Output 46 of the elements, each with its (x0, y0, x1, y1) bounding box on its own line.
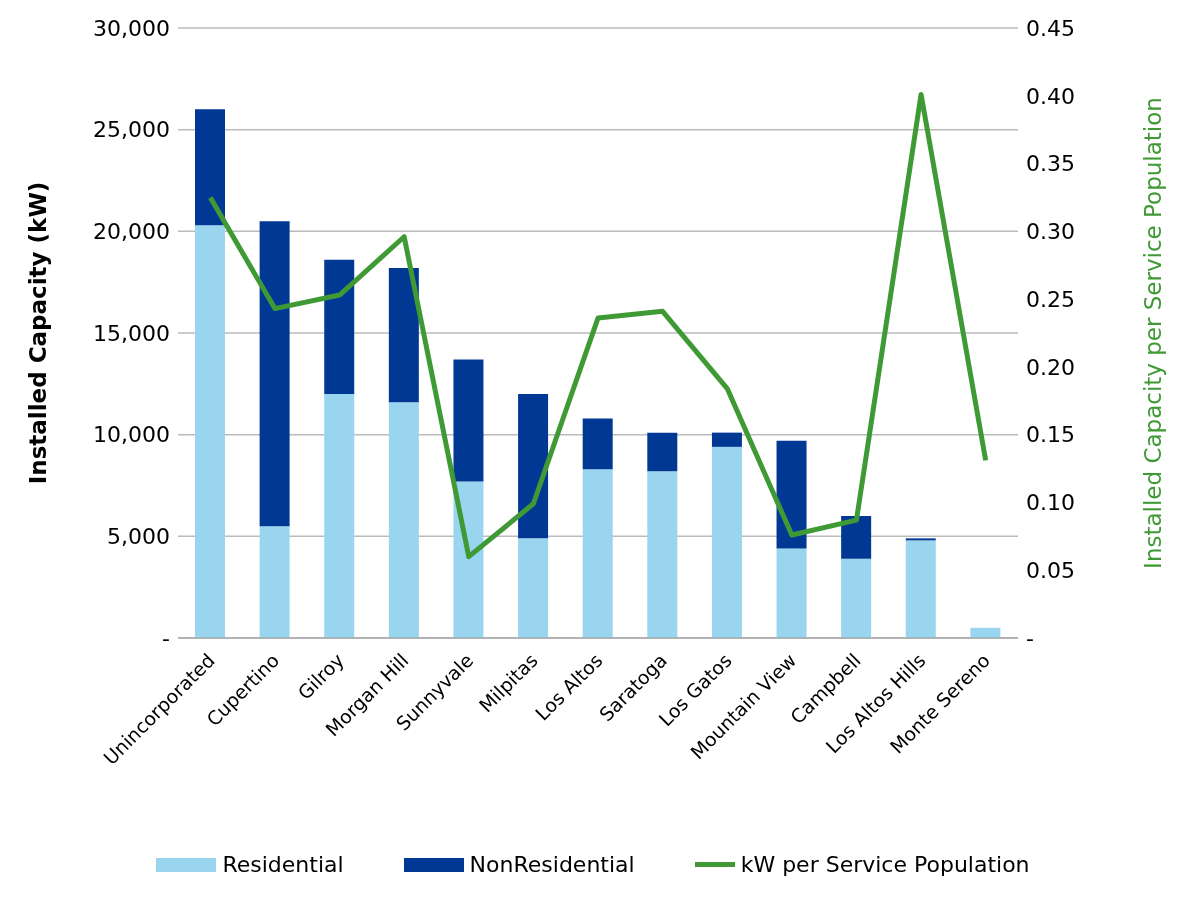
bar (582, 469, 613, 638)
y-tick-label: 30,000 (93, 15, 170, 41)
y2-tick-label: 0.30 (1026, 219, 1075, 245)
bar (453, 359, 484, 482)
bar (453, 481, 484, 638)
bar (582, 418, 613, 470)
bar (388, 267, 419, 403)
y2-tick-label: 0.10 (1026, 490, 1075, 516)
bar (711, 432, 742, 447)
bar (518, 394, 549, 539)
bar (647, 471, 678, 638)
y-tick-label: - (162, 625, 170, 651)
y-axis-title: Installed Capacity (kW) (25, 181, 52, 485)
y-tick-label: 20,000 (93, 219, 170, 245)
bar (195, 225, 225, 638)
bar (388, 402, 419, 638)
bar (905, 538, 936, 541)
bar (324, 394, 355, 638)
y2-tick-label: 0.20 (1026, 354, 1075, 380)
bar (647, 432, 678, 472)
bar (259, 221, 290, 527)
bar (518, 538, 549, 638)
y-tick-label: 5,000 (107, 524, 170, 550)
y2-tick-label: 0.35 (1026, 151, 1075, 177)
y2-tick-label: 0.25 (1026, 286, 1075, 312)
bar (776, 548, 807, 638)
y2-tick-label: 0.05 (1026, 558, 1075, 584)
bar (711, 446, 742, 638)
y2-tick-label: 0.45 (1026, 15, 1075, 41)
y-tick-label: 10,000 (93, 422, 170, 448)
bar (841, 516, 872, 559)
y2-tick-label: - (1026, 625, 1034, 651)
bar (776, 440, 807, 549)
legend-label: NonResidential (469, 852, 635, 877)
y2-tick-label: 0.40 (1026, 83, 1075, 109)
y2-tick-label: 0.15 (1026, 422, 1075, 448)
y-tick-label: 25,000 (93, 117, 170, 143)
legend-label: Residential (222, 852, 344, 877)
bar (195, 109, 225, 226)
y-tick-label: 15,000 (93, 320, 170, 346)
legend-label: kW per Service Population (740, 852, 1030, 877)
y2-axis-title: Installed Capacity per Service Population (1140, 97, 1167, 569)
bar (841, 558, 872, 638)
bar (905, 540, 936, 638)
bar (259, 526, 290, 638)
bar (324, 259, 355, 394)
